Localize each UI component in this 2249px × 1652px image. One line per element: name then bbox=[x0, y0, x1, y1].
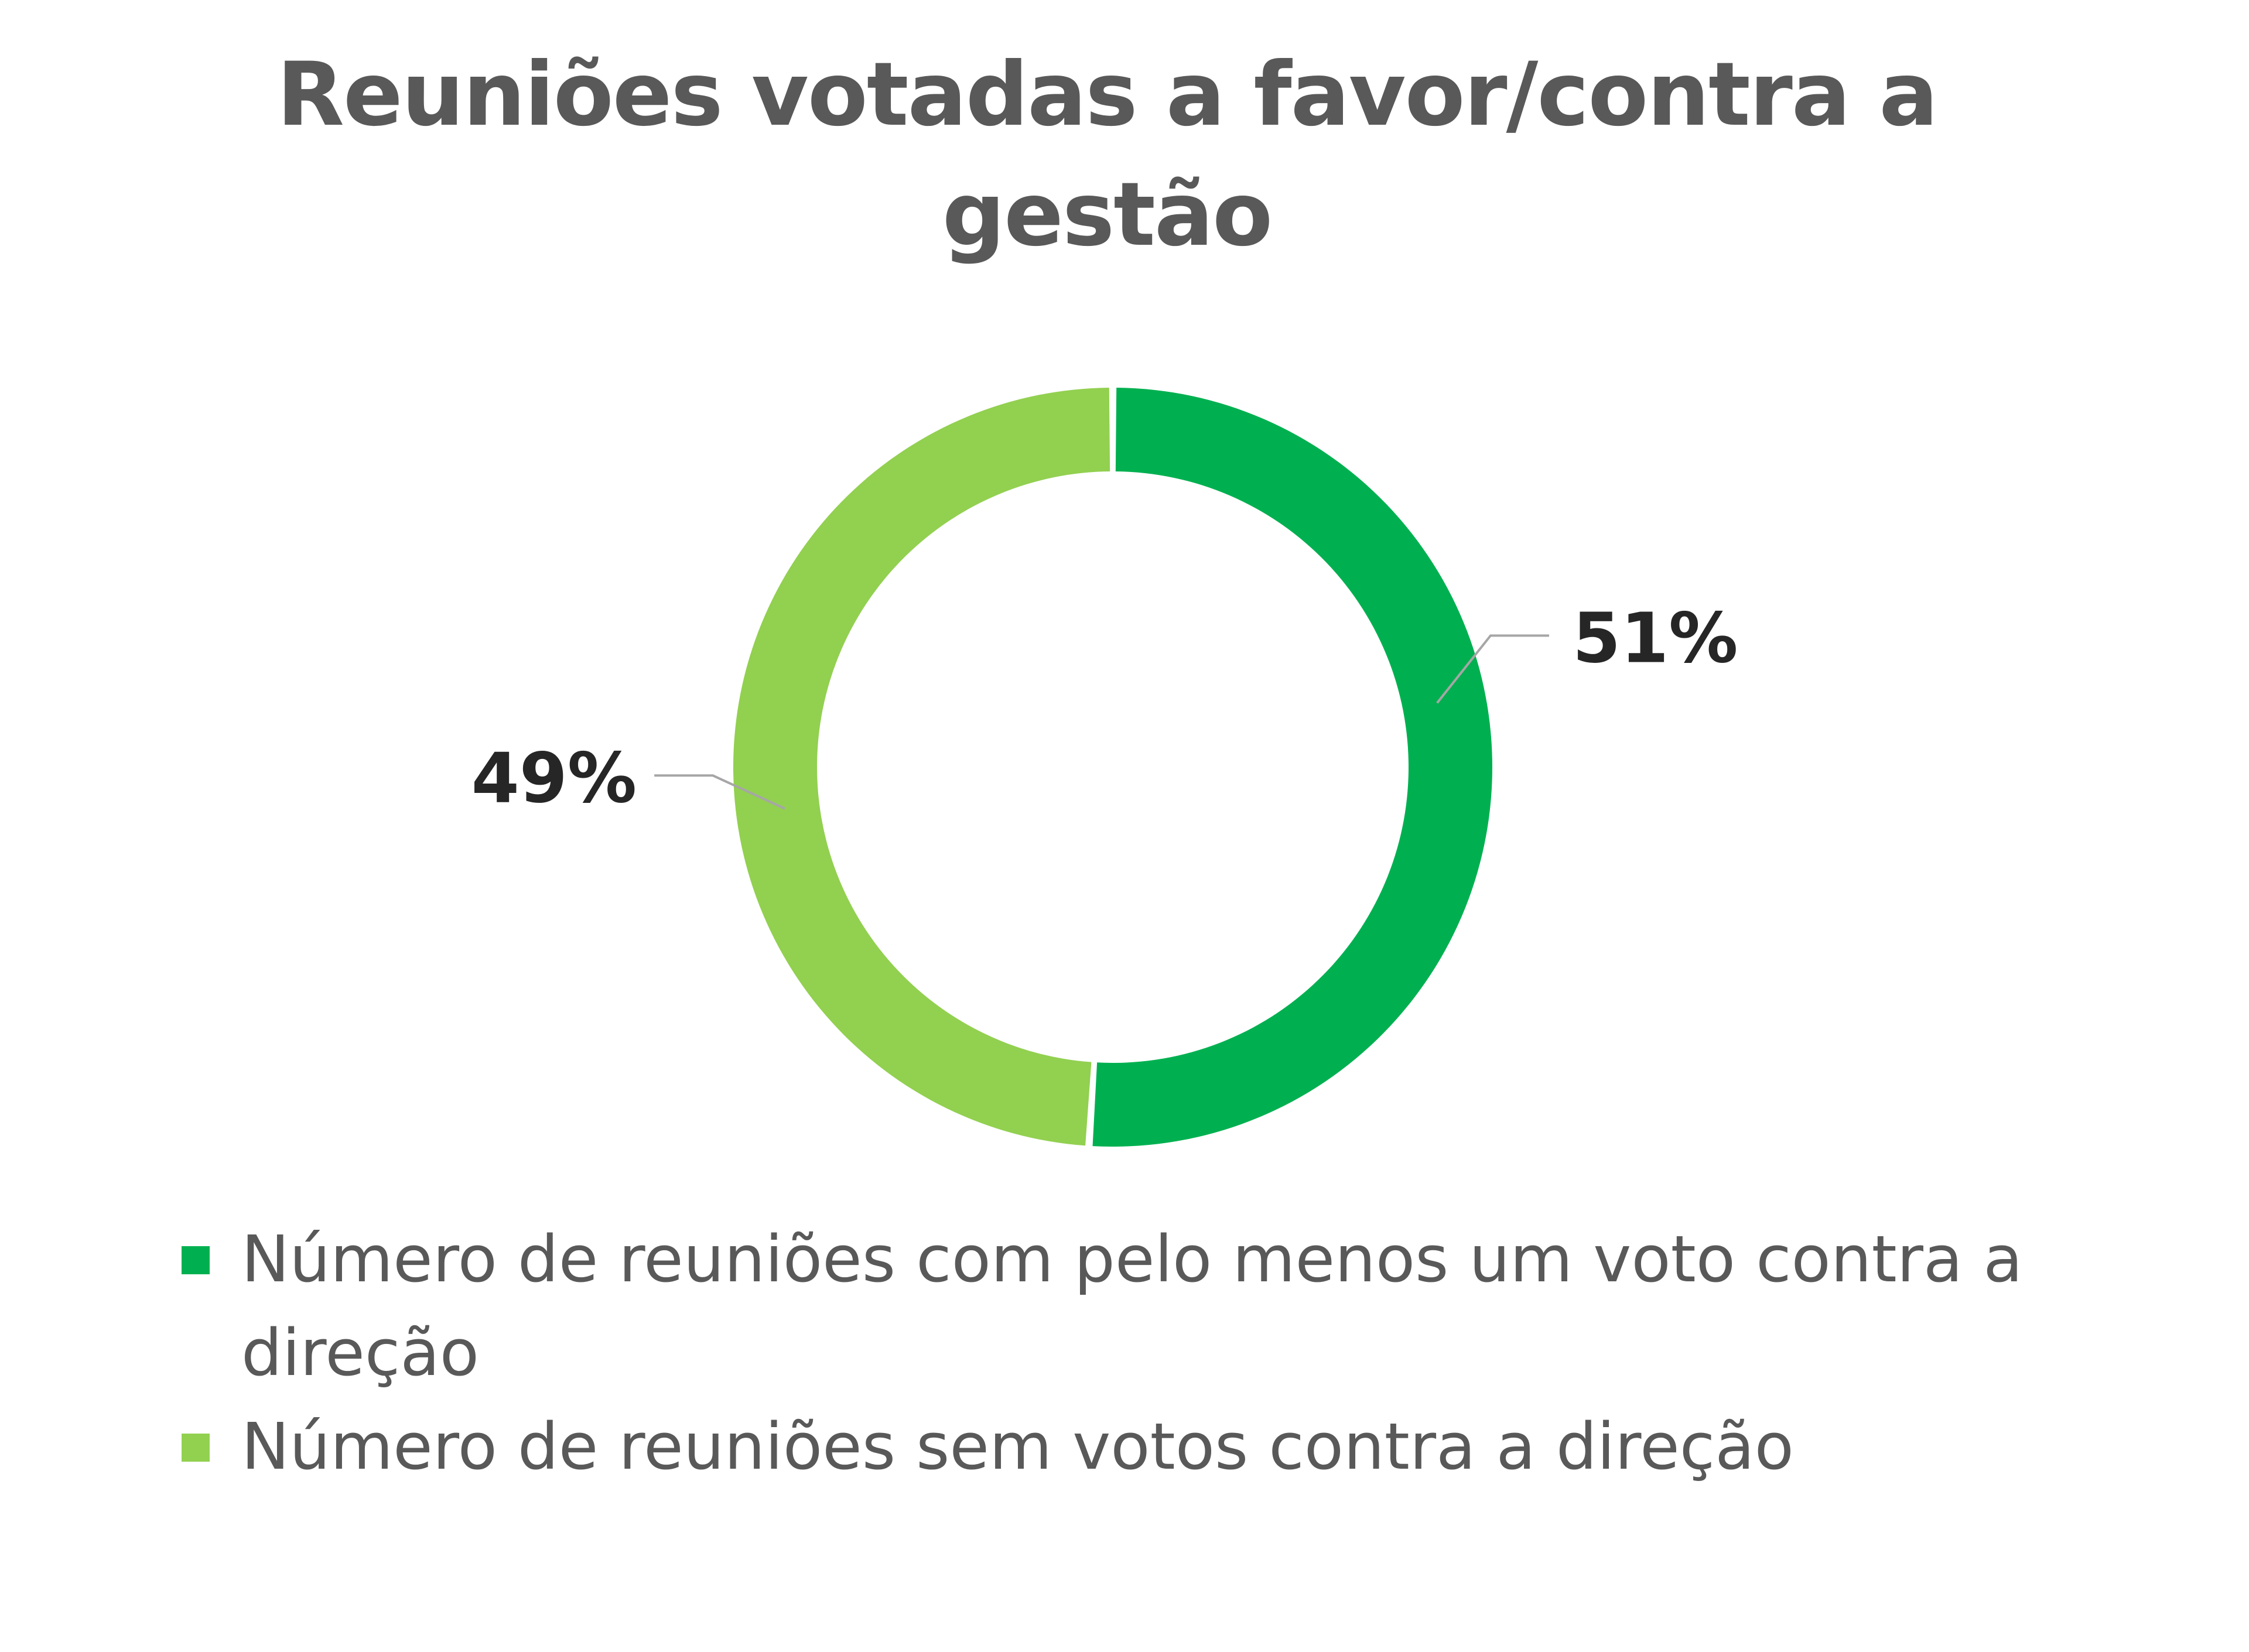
leader-line-with-votes-against bbox=[1436, 634, 1550, 704]
legend-item-without-votes-against: Número de reuniões sem votos contra a di… bbox=[176, 1400, 2108, 1493]
donut-chart: 51% 49% bbox=[471, 388, 1738, 1147]
leader-line-without-votes-against bbox=[654, 774, 785, 810]
chart-title: Reuniões votadas a favor/contra a gestão bbox=[276, 44, 1939, 266]
legend-label-without-votes-against: Número de reuniões sem votos contra a di… bbox=[241, 1409, 1794, 1484]
legend: Número de reuniões com pelo menos um vot… bbox=[176, 1212, 2108, 1493]
legend-label-with-votes-against: Número de reuniões com pelo menos um vot… bbox=[241, 1222, 2023, 1390]
legend-item-with-votes-against: Número de reuniões com pelo menos um vot… bbox=[176, 1212, 2108, 1400]
legend-swatch-with-votes-against bbox=[182, 1246, 210, 1274]
legend-swatch-without-votes-against bbox=[182, 1434, 210, 1462]
donut-slice-without-votes-against bbox=[733, 388, 1110, 1146]
donut-slice-with-votes-against bbox=[1092, 388, 1492, 1147]
data-label-without-votes-against: 49% bbox=[471, 737, 637, 818]
data-label-with-votes-against: 51% bbox=[1573, 597, 1738, 678]
